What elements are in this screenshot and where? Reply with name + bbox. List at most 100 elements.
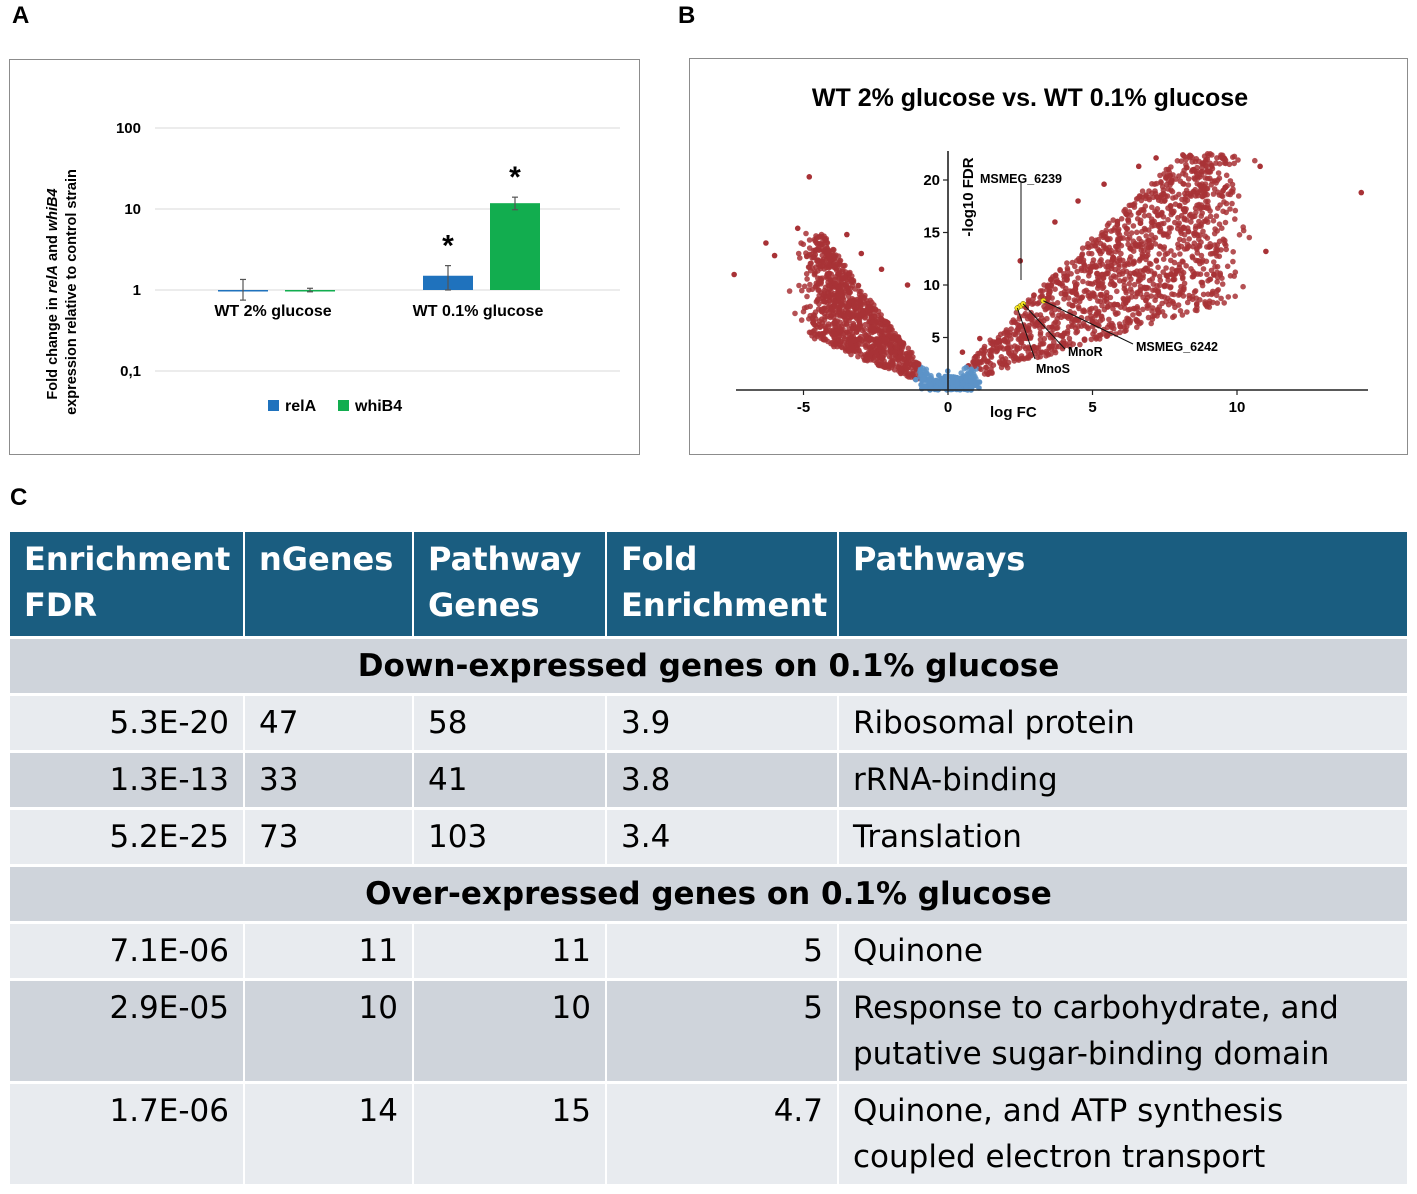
point-significant [1109,320,1115,327]
point-significant [1027,335,1034,341]
bar-chart-y-axis-label: Fold change in relA and whiB4 expression… [45,169,80,415]
point-significant [1110,254,1117,261]
header-text: Enrichment [621,586,828,624]
point-significant [1046,345,1052,351]
point-significant [1076,255,1082,262]
volcano-plot-panel: WT 2% glucose vs. WT 0.1% glucose -5 0 5 10… [689,58,1408,455]
point-significant [1216,161,1223,167]
point-significant [878,315,884,322]
point-significant [1088,236,1095,242]
legend-label-relA: relA [285,398,317,415]
point-not-significant [968,367,975,373]
point-significant [1110,217,1116,223]
point-significant [1124,260,1131,267]
point-significant [796,282,802,289]
point-significant [1161,220,1167,227]
point-significant [1175,214,1181,221]
point-significant [1199,165,1205,171]
point-significant [1022,335,1028,342]
point-significant [1037,353,1044,360]
point-significant [1168,257,1174,264]
point-significant [1198,252,1205,259]
point-significant [1212,226,1218,232]
cell-pathway-genes: 41 [413,750,607,809]
table-row: 5.2E-25 73 103 3.4 Translation [10,807,1407,866]
point-significant [1159,184,1166,190]
cell-pathway-genes: 58 [413,693,607,752]
point-significant [1230,186,1236,192]
point-significant [1167,284,1174,291]
point-significant [1211,186,1218,192]
cell-fold: 4.7 [606,1081,839,1184]
point-significant [1127,254,1134,260]
point-significant [1051,339,1057,345]
point-outlier [844,231,850,238]
point-significant [1221,300,1227,306]
point-significant [1176,191,1182,198]
point-significant [1003,327,1010,333]
bar-chart-bars [218,203,540,292]
point-significant [1225,191,1231,197]
point-significant [1140,253,1146,259]
point-significant [1177,203,1183,209]
point-significant [1061,330,1068,337]
point-significant [836,307,843,313]
point-significant [1198,213,1204,219]
point-significant [821,298,827,305]
point-significant [1193,209,1199,216]
point-significant [1154,206,1161,212]
point-significant [1210,218,1217,224]
point-significant [1050,274,1056,280]
point-significant [858,288,864,295]
point-significant [1022,310,1029,317]
point-not-significant [949,384,956,391]
point-significant [1158,198,1165,204]
point-significant [831,301,838,308]
point-significant [1207,251,1214,257]
point-significant [1121,328,1128,335]
cell-pathway-genes: 11 [413,921,607,980]
y-tick-label: 10 [124,201,141,218]
point-significant [1085,280,1091,286]
point-outlier [1135,163,1142,170]
point-significant [1189,159,1195,165]
point-significant [1045,352,1052,358]
point-significant [837,313,843,319]
point-significant [839,328,845,335]
pathway-line1: Quinone, and ATP synthesis [853,1093,1284,1129]
point-significant [1138,238,1145,245]
point-significant [843,306,849,313]
point-significant [1149,313,1156,320]
point-significant [1039,349,1046,356]
point-significant [1121,285,1128,292]
point-significant [1202,301,1208,307]
point-significant [850,345,856,352]
enrichment-table: Enrichment FDR nGenes Pathway Genes Fold En… [10,532,1407,1184]
bar-chart-legend: relA whiB4 [268,398,402,415]
point-significant [798,317,805,323]
point-significant [1137,220,1144,226]
point-outlier [1222,184,1229,191]
point-significant [1145,285,1152,291]
header-pathway-genes: Pathway Genes [413,532,607,638]
point-significant [1186,236,1192,242]
point-significant [864,310,871,317]
point-significant [840,334,847,340]
point-significant [1032,323,1038,329]
point-significant [1162,282,1168,288]
point-significant [1077,341,1083,348]
point-significant [835,286,842,292]
point-not-significant [933,377,940,384]
volcano-annotations: MSMEG_6239 MnoR MnoS MSMEG_6242 [980,172,1218,376]
point-significant [1223,242,1229,249]
point-significant [1108,263,1115,269]
point-significant [1157,172,1163,179]
point-significant [827,303,833,309]
point-not-significant [913,376,919,383]
point-significant [1122,276,1128,283]
point-significant [855,282,861,289]
point-significant [1144,291,1150,298]
point-significant [887,332,893,339]
point-outlier [922,384,928,390]
point-not-significant [920,376,927,382]
